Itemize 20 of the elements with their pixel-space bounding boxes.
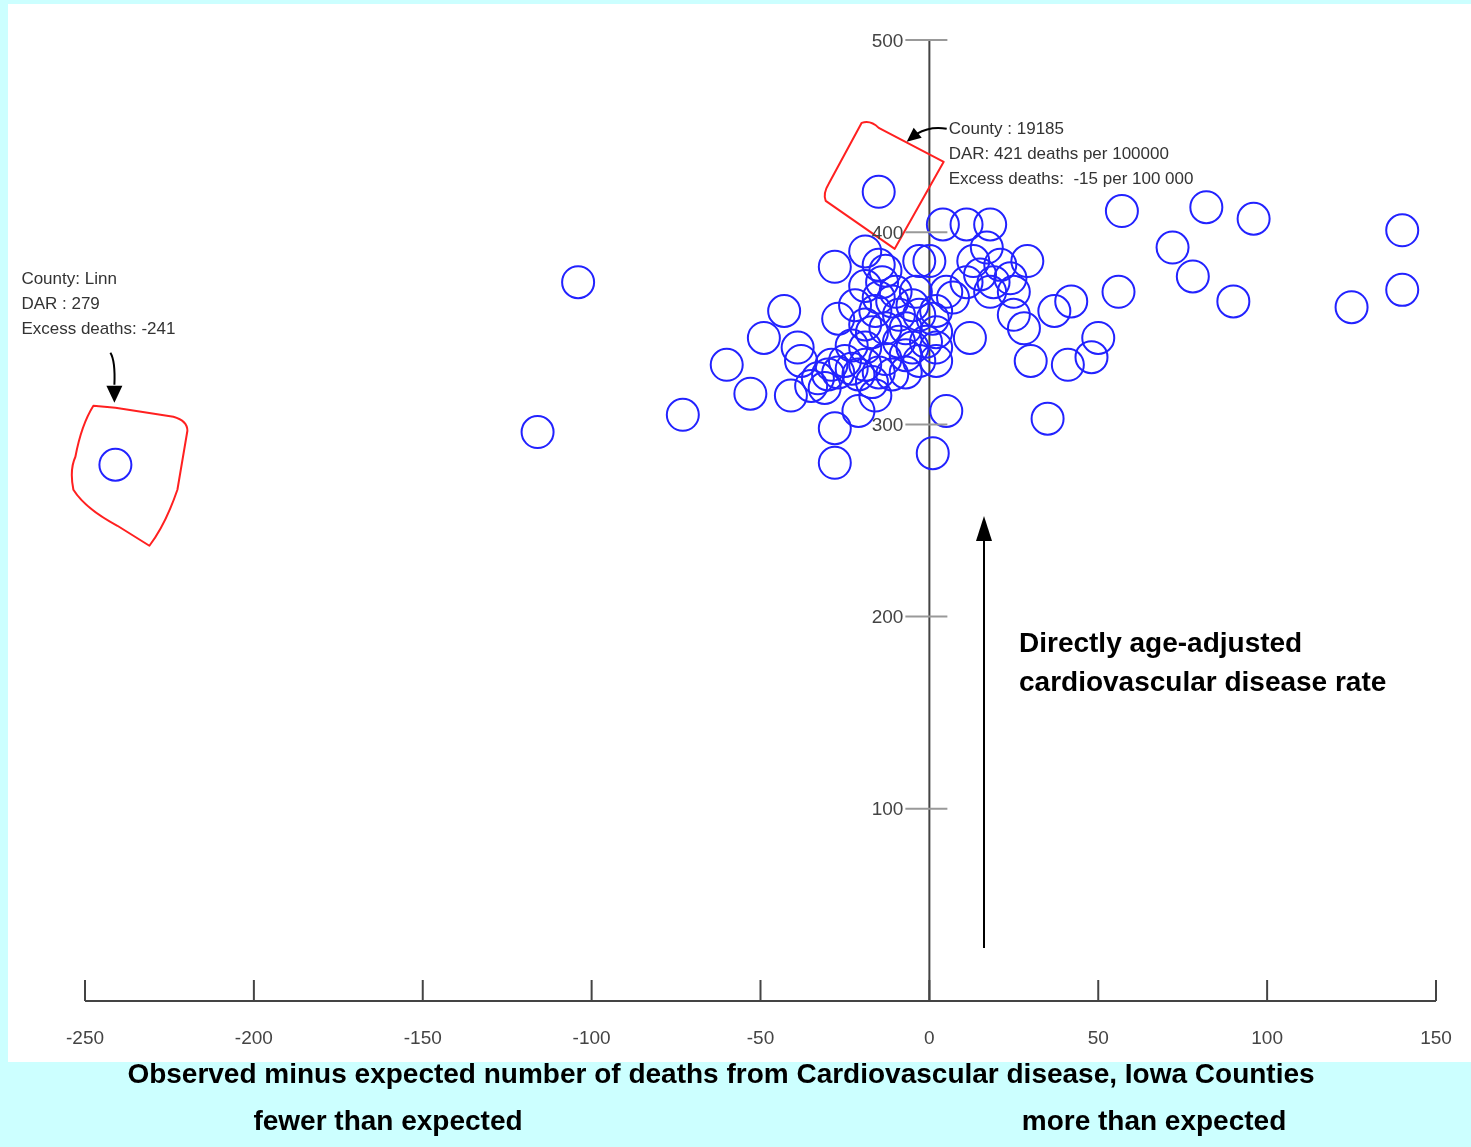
x-tick-label: -250 [65, 1026, 105, 1048]
y-tick-label: 200 [871, 606, 904, 628]
x-tick-label: -100 [572, 1026, 611, 1048]
annotation: County : 19185 DAR: 421 deaths per 100000 Excess deaths: -15 per 100 000 [948, 119, 1194, 189]
y-tick-label: 100 [871, 798, 904, 820]
text: fewer than expected [252, 1104, 524, 1138]
x-tick-label: -200 [234, 1026, 273, 1048]
y-tick-label: 300 [871, 413, 904, 435]
x-tick-label: -150 [403, 1026, 442, 1048]
x-tick-label: -50 [746, 1026, 775, 1048]
text: more than expected [1020, 1104, 1288, 1138]
annotation: County: Linn DAR : 279 Excess deaths: -241 [21, 269, 176, 339]
x-tick-label: 50 [1087, 1026, 1109, 1048]
x-tick-label: 0 [924, 1026, 935, 1048]
x-tick-label: 150 [1420, 1026, 1452, 1048]
y-axis-title: Directly age-adjusted cardiovascular disease rate [1019, 626, 1388, 699]
x-tick-label: 100 [1251, 1026, 1283, 1048]
y-tick-label: 500 [871, 29, 904, 51]
y-tick-label: 400 [871, 221, 904, 243]
x-axis-title: Observed minus expected number of deaths from Cardiovascular disease, Iowa Counties [126, 1057, 1316, 1091]
